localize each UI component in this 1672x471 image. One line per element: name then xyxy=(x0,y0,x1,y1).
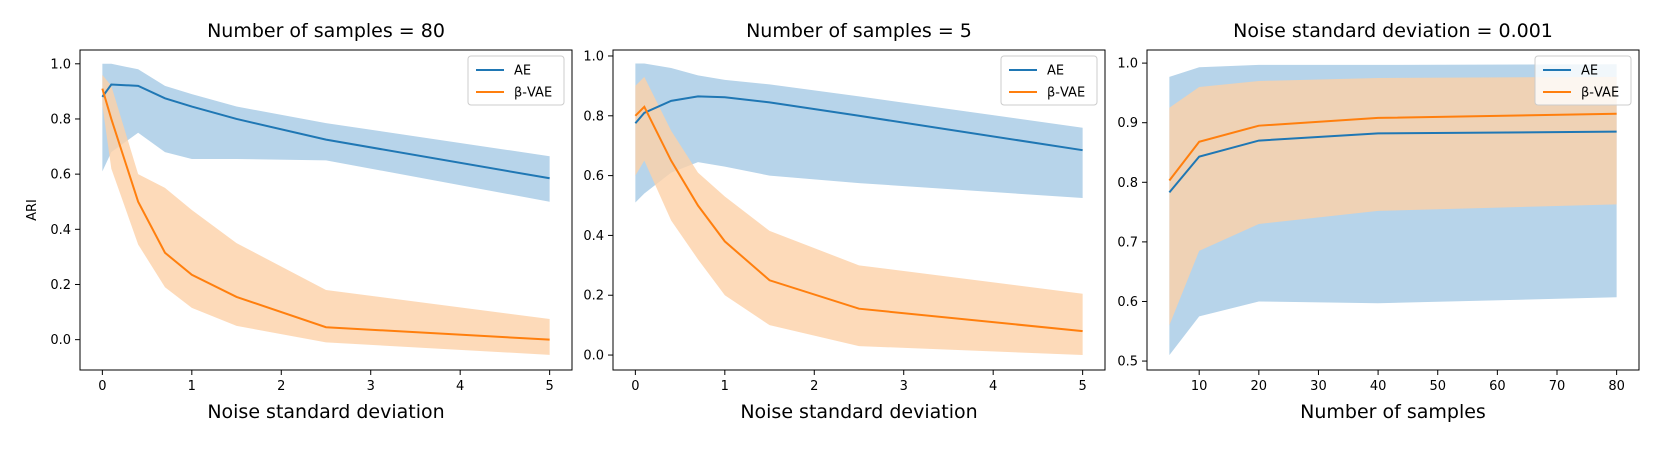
x-tick-label: 80 xyxy=(1608,379,1625,394)
x-tick-label: 2 xyxy=(810,379,818,394)
y-tick-label: 0.4 xyxy=(50,223,71,238)
legend-label-beta-vae: β-VAE xyxy=(1581,86,1619,101)
line-ae xyxy=(634,95,1083,152)
x-tick-label: 3 xyxy=(367,379,375,394)
x-tick-label: 30 xyxy=(1310,379,1327,394)
legend-label-ae: AE xyxy=(1047,64,1064,79)
x-tick-label: 60 xyxy=(1489,379,1506,394)
panel-2: 0 1 2 3 4 5 0.0 0.2 0.4 0.6 0.8 1.0 Number of sample… xyxy=(583,20,1106,423)
y-axis-label: ARI xyxy=(25,199,40,221)
x-tick-label: 70 xyxy=(1549,379,1566,394)
y-tick-label: 0.8 xyxy=(1117,176,1138,191)
y-tick-label: 0.8 xyxy=(50,112,71,127)
axes-frame xyxy=(1146,49,1640,371)
x-axis-label: Noise standard deviation xyxy=(740,401,977,423)
x-tick-label: 1 xyxy=(188,379,196,394)
chart-title: Noise standard deviation = 0.001 xyxy=(1233,20,1553,42)
x-axis-label: Number of samples xyxy=(1300,401,1486,423)
y-tick-label: 0.0 xyxy=(583,349,604,364)
line-ae xyxy=(1168,130,1617,194)
band-ae xyxy=(102,63,550,202)
x-tick-label: 5 xyxy=(1078,379,1086,394)
legend-label-ae: AE xyxy=(514,64,531,79)
legend-label-ae: AE xyxy=(1581,64,1598,79)
y-tick-label: 0.6 xyxy=(583,169,604,184)
y-tick-label: 0.9 xyxy=(1117,116,1138,131)
y-tick-label: 0.6 xyxy=(1117,295,1138,310)
y-tick-label: 0.7 xyxy=(1117,235,1138,250)
band-ae xyxy=(635,63,1083,203)
y-tick-label: 1.0 xyxy=(583,49,604,64)
chart-title: Number of samples = 5 xyxy=(746,20,972,42)
panel-1: 0 1 2 3 4 5 0.0 0.2 0.4 0.6 0.8 1.0 Number of sample… xyxy=(25,20,573,423)
y-tick-label: 0.4 xyxy=(583,229,604,244)
x-tick-label: 0 xyxy=(631,379,639,394)
legend-label-beta-vae: β-VAE xyxy=(1047,86,1085,101)
line-beta-vae xyxy=(634,105,1083,333)
x-tick-label: 50 xyxy=(1429,379,1446,394)
y-tick-label: 0.2 xyxy=(583,289,604,304)
legend: AE β-VAE xyxy=(1534,55,1632,106)
x-tick-label: 20 xyxy=(1251,379,1268,394)
x-tick-label: 0 xyxy=(98,379,106,394)
y-tick-label: 0.2 xyxy=(50,278,71,293)
x-axis-label: Noise standard deviation xyxy=(207,401,444,423)
y-tick-label: 1.0 xyxy=(1117,57,1138,72)
x-tick-label: 4 xyxy=(989,379,997,394)
legend: AE β-VAE xyxy=(1000,55,1098,106)
x-tick-label: 4 xyxy=(456,379,464,394)
x-tick-label: 2 xyxy=(277,379,285,394)
legend-label-beta-vae: β-VAE xyxy=(514,86,552,101)
panel-3: 10 20 30 40 50 60 70 80 0.5 0.6 0.7 0.8 0.9 1.0 Noise … xyxy=(1117,20,1640,423)
y-tick-label: 0.0 xyxy=(50,333,71,348)
axes-frame xyxy=(612,49,1106,371)
legend: AE β-VAE xyxy=(467,55,565,106)
y-tick-label: 1.0 xyxy=(50,57,71,72)
y-tick-label: 0.6 xyxy=(50,168,71,183)
axes-frame xyxy=(79,49,573,371)
y-tick-label: 0.8 xyxy=(583,109,604,124)
y-tick-label: 0.5 xyxy=(1117,355,1138,370)
x-tick-label: 3 xyxy=(900,379,908,394)
x-tick-label: 10 xyxy=(1191,379,1208,394)
x-tick-label: 1 xyxy=(721,379,729,394)
x-tick-label: 5 xyxy=(545,379,553,394)
band-beta-vae xyxy=(635,76,1083,356)
line-ae xyxy=(101,83,550,180)
line-beta-vae xyxy=(101,88,550,341)
chart-title: Number of samples = 80 xyxy=(207,20,445,42)
line-beta-vae xyxy=(1168,112,1617,182)
x-tick-label: 40 xyxy=(1370,379,1387,394)
